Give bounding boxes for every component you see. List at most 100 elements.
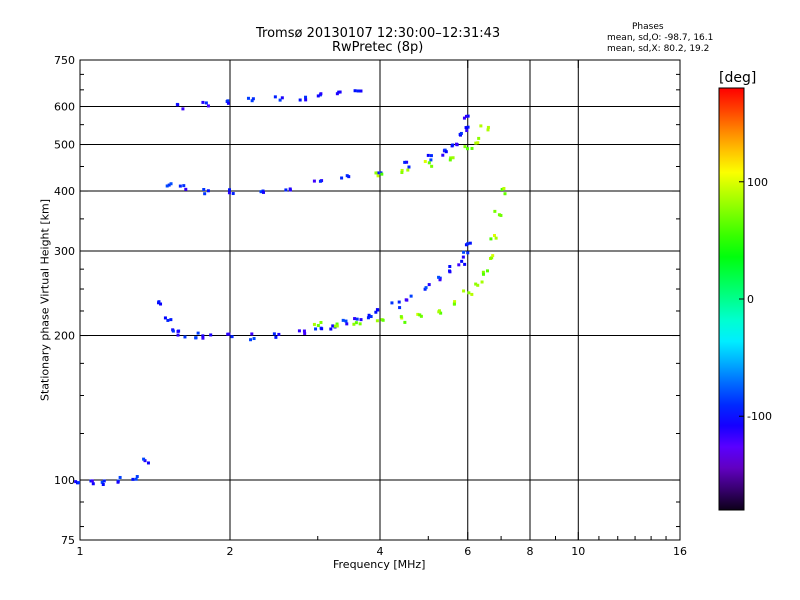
data-point (178, 184, 182, 188)
data-point (380, 172, 384, 176)
data-point (102, 479, 106, 483)
data-point (438, 278, 442, 282)
data-point (303, 331, 307, 335)
data-point (381, 318, 385, 322)
x-tick-label: 2 (227, 545, 234, 558)
data-point (453, 300, 457, 304)
data-point (335, 92, 339, 96)
data-point (426, 153, 430, 157)
data-point (451, 156, 455, 160)
data-point (466, 242, 470, 246)
data-point (304, 95, 308, 99)
data-point (163, 316, 167, 320)
y-tick-label: 750 (54, 54, 75, 67)
data-point (273, 95, 277, 99)
y-tick-label: 300 (54, 245, 75, 258)
data-point (91, 482, 95, 486)
data-point (252, 337, 256, 341)
data-point (278, 98, 282, 102)
data-point (406, 168, 410, 172)
colorbar-tick-label: 0 (747, 293, 754, 306)
data-point (100, 480, 104, 484)
data-point (261, 190, 265, 194)
data-point (376, 308, 380, 312)
data-point (465, 129, 469, 133)
data-point (466, 114, 470, 118)
data-point (196, 331, 200, 335)
data-point (353, 317, 357, 321)
data-point (347, 175, 351, 179)
data-point (182, 184, 186, 188)
data-point (184, 187, 188, 191)
data-point (429, 154, 433, 158)
data-point (462, 116, 466, 120)
data-point (206, 189, 210, 193)
data-point (194, 336, 198, 340)
data-point (452, 302, 456, 306)
data-point (454, 142, 458, 146)
x-axis-label: Frequency [MHz] (333, 558, 426, 571)
data-point (423, 160, 427, 164)
data-point (359, 318, 363, 322)
data-point (430, 164, 434, 168)
data-point (463, 145, 467, 149)
stats-o-mode: mean, sd,O: -98.7, 16.1 (607, 33, 714, 43)
y-tick-label: 400 (54, 185, 75, 198)
x-tick-label: 10 (571, 545, 585, 558)
data-point (467, 291, 471, 295)
data-point (427, 283, 431, 287)
data-point (358, 322, 362, 326)
data-point (333, 324, 337, 328)
data-point (423, 287, 427, 291)
data-point (201, 336, 205, 340)
data-point (470, 292, 474, 296)
data-point (288, 187, 292, 191)
data-point (399, 315, 403, 319)
data-point (460, 259, 464, 263)
data-point (227, 191, 231, 195)
series-o-mode-f2-2nd-hop- (165, 114, 470, 196)
data-point (312, 322, 316, 326)
data-point (438, 276, 442, 280)
data-point (479, 124, 483, 128)
data-point (340, 176, 344, 180)
stats-x-mode: mean, sd,X: 80.2, 19.2 (607, 44, 710, 54)
colorbar-tick-label: 100 (747, 176, 768, 189)
data-point (341, 318, 345, 322)
data-point (403, 160, 407, 164)
data-point (280, 96, 284, 100)
series-o-mode-3rd-hop- (175, 89, 363, 111)
data-point (231, 192, 235, 196)
data-point (157, 300, 161, 304)
data-point (502, 186, 506, 190)
data-point (476, 283, 480, 287)
data-point (444, 150, 448, 154)
data-point (345, 174, 349, 178)
data-point (277, 332, 281, 336)
data-point (459, 133, 463, 137)
data-point (131, 477, 135, 481)
data-point (451, 143, 455, 147)
chart-title: Tromsø 20130107 12:30:00–12:31:43 (256, 26, 501, 41)
data-point (118, 475, 122, 479)
data-point (459, 131, 463, 135)
data-point (462, 289, 466, 293)
data-point (297, 329, 301, 333)
data-point (227, 332, 231, 336)
data-point (407, 165, 411, 169)
data-point (344, 319, 348, 323)
data-point (316, 324, 320, 328)
y-tick-label: 200 (54, 330, 75, 343)
data-point (146, 461, 150, 465)
data-point (439, 311, 443, 315)
data-point (298, 98, 302, 102)
data-point (230, 335, 234, 339)
data-point (202, 188, 206, 192)
y-axis-label: Stationary phase Virtual Height [km] (38, 198, 52, 402)
data-point (480, 280, 484, 284)
data-point (206, 104, 210, 108)
data-point (353, 89, 357, 93)
data-point (397, 300, 401, 304)
phase-colorbar: 100 0 -100 (718, 87, 772, 511)
colorbar-tick-label: -100 (747, 410, 772, 423)
